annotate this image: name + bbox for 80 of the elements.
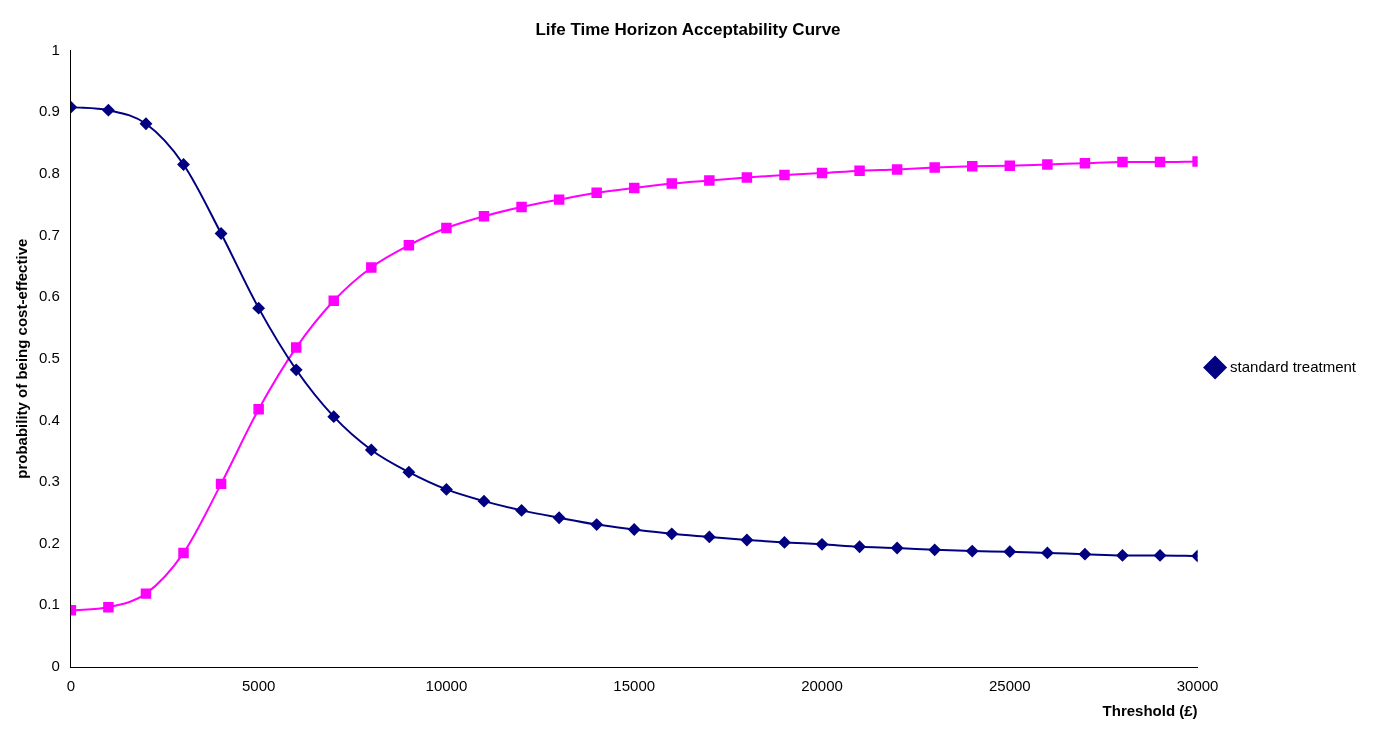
- y-tick-label: 0.3: [38, 472, 60, 490]
- point: [1078, 548, 1091, 561]
- x-tick-label: 25000: [988, 677, 1031, 695]
- point: [366, 262, 377, 273]
- point: [628, 182, 640, 194]
- point: [402, 466, 415, 479]
- point: [778, 536, 791, 549]
- point: [891, 164, 903, 175]
- point: [102, 104, 115, 117]
- point: [853, 540, 866, 553]
- point: [741, 172, 753, 183]
- y-tick-label: 0.1: [38, 595, 60, 613]
- point: [740, 533, 753, 546]
- point: [1079, 158, 1091, 169]
- point: [628, 523, 641, 536]
- point: [103, 601, 114, 613]
- y-tick-label: 0.2: [38, 533, 60, 551]
- legend-label: standard treatment: [1230, 357, 1357, 375]
- point: [816, 538, 829, 551]
- y-tick-label: 0: [51, 657, 60, 675]
- point: [440, 483, 453, 496]
- y-axis-title: probability of being cost-effective: [13, 238, 31, 479]
- point: [1003, 545, 1016, 558]
- point: [252, 302, 265, 315]
- x-tick-label: 0: [66, 677, 76, 695]
- point: [929, 162, 940, 173]
- x-tick-label: 30000: [1176, 677, 1219, 695]
- point: [891, 542, 904, 554]
- point: [327, 410, 340, 423]
- point: [215, 478, 227, 490]
- point: [704, 175, 715, 186]
- point: [1154, 156, 1166, 168]
- point: [516, 201, 527, 213]
- point: [515, 504, 528, 517]
- point: [666, 178, 678, 189]
- point: [253, 404, 264, 415]
- point: [816, 167, 828, 179]
- x-tick-label: 20000: [801, 677, 843, 695]
- point: [665, 527, 678, 540]
- point: [365, 443, 378, 456]
- point: [478, 211, 490, 222]
- point: [441, 222, 452, 234]
- x-tick-label: 15000: [613, 677, 656, 695]
- point: [290, 363, 303, 376]
- x-tick-label: 10000: [425, 677, 468, 695]
- point: [1116, 549, 1129, 562]
- point: [590, 518, 603, 531]
- y-tick-label: 0.9: [38, 102, 60, 120]
- point: [178, 547, 189, 559]
- x-axis-title: Threshold (£): [1102, 702, 1198, 720]
- point: [553, 511, 566, 524]
- point: [703, 530, 716, 543]
- y-tick-label: 0.6: [38, 287, 60, 305]
- point: [140, 588, 152, 599]
- point: [403, 240, 415, 251]
- point: [177, 158, 190, 171]
- point: [591, 187, 602, 199]
- point: [477, 495, 490, 508]
- point: [328, 295, 339, 306]
- point: [928, 543, 941, 556]
- y-tick-label: 0.4: [38, 410, 60, 428]
- point: [1042, 159, 1053, 170]
- x-tick-label: 5000: [241, 677, 276, 695]
- point: [1041, 546, 1054, 559]
- point: [779, 169, 790, 181]
- point: [139, 117, 152, 130]
- chart-title: Life Time Horizon Acceptability Curve: [535, 19, 841, 39]
- point: [553, 194, 565, 205]
- point: [854, 165, 865, 176]
- y-tick-label: 0.5: [38, 348, 60, 366]
- point: [215, 227, 228, 240]
- point: [290, 342, 302, 353]
- y-tick-label: 0.8: [38, 163, 60, 181]
- y-tick-label: 1: [51, 40, 60, 58]
- point: [966, 545, 979, 558]
- point: [967, 161, 978, 172]
- y-tick-label: 0.7: [38, 225, 60, 243]
- point: [1154, 549, 1167, 562]
- point: [1117, 156, 1128, 168]
- point: [1004, 160, 1016, 171]
